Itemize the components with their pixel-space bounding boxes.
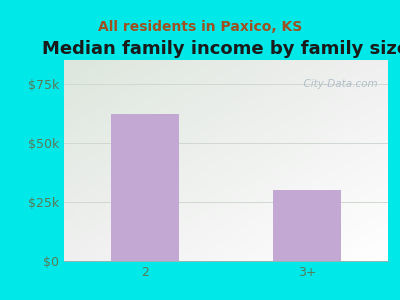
Text: All residents in Paxico, KS: All residents in Paxico, KS bbox=[98, 20, 302, 34]
Bar bbox=[273, 190, 341, 261]
Bar bbox=[111, 114, 179, 261]
Text: City-Data.com: City-Data.com bbox=[297, 79, 378, 89]
Title: Median family income by family size: Median family income by family size bbox=[42, 40, 400, 58]
